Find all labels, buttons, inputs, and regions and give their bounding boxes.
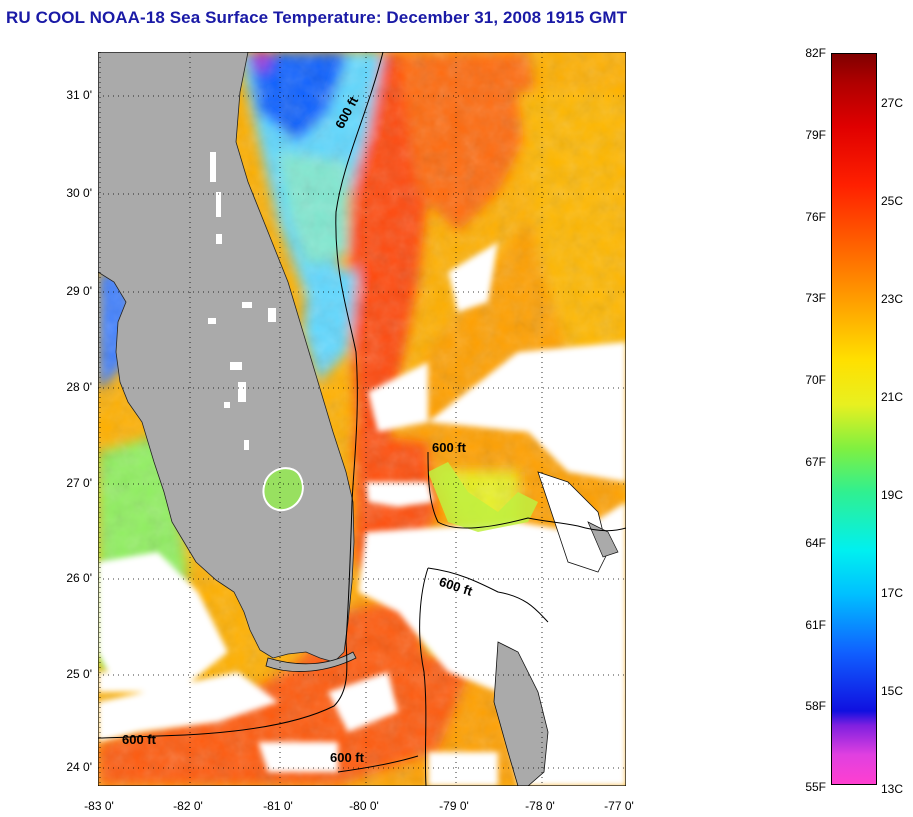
contour-label: 600 ft xyxy=(330,750,364,765)
lat-label: 25 0' xyxy=(66,667,92,681)
lon-label: -80 0' xyxy=(349,799,379,813)
contour-label: 600 ft xyxy=(432,440,466,455)
abaco-island xyxy=(587,521,619,558)
colorbar-c-label: 19C xyxy=(881,488,904,502)
lat-label: 28 0' xyxy=(66,380,92,394)
colorbar-f-label: 82F xyxy=(805,46,826,60)
colorbar-f-label: 64F xyxy=(805,536,826,550)
colorbar-f-label: 67F xyxy=(805,455,826,469)
lon-label: -78 0' xyxy=(525,799,555,813)
lon-label: -82 0' xyxy=(173,799,203,813)
temperature-colorbar xyxy=(831,53,877,785)
lat-label: 29 0' xyxy=(66,284,92,298)
lat-label: 31 0' xyxy=(66,88,92,102)
contour-label: 600 ft xyxy=(122,732,156,747)
colorbar-c-label: 27C xyxy=(881,96,904,110)
colorbar-f-label: 76F xyxy=(805,210,826,224)
colorbar-c-label: 23C xyxy=(881,292,904,306)
lon-label: -81 0' xyxy=(263,799,293,813)
colorbar-c-label: 25C xyxy=(881,194,904,208)
colorbar-c-label: 17C xyxy=(881,586,904,600)
inland-lakes xyxy=(208,152,276,450)
colorbar-c-label: 15C xyxy=(881,684,904,698)
lat-label: 27 0' xyxy=(66,476,92,490)
colorbar-f-label: 55F xyxy=(805,780,826,794)
florida-land xyxy=(98,52,355,663)
graticule xyxy=(98,52,626,786)
cloud-cover xyxy=(98,242,626,786)
colorbar-f-label: 79F xyxy=(805,128,826,142)
lon-label: -83 0' xyxy=(84,799,114,813)
map-title: RU COOL NOAA-18 Sea Surface Temperature:… xyxy=(6,8,628,27)
lat-label: 24 0' xyxy=(66,760,92,774)
colorbar-c-label: 13C xyxy=(881,782,904,796)
sst-map: 600 ft 600 ft 600 ft 600 ft 600 ft xyxy=(98,52,626,786)
isobath-600ft xyxy=(98,52,626,786)
colorbar-c-label: 21C xyxy=(881,390,904,404)
lat-label: 30 0' xyxy=(66,186,92,200)
little-bahama-bank xyxy=(428,462,538,532)
colorbar-f-label: 70F xyxy=(805,373,826,387)
grand-bahama-area xyxy=(537,471,609,573)
colorbar-f-label: 58F xyxy=(805,699,826,713)
colorbar-f-label: 61F xyxy=(805,618,826,632)
andros-island xyxy=(493,641,549,786)
lon-label: -79 0' xyxy=(439,799,469,813)
sst-map-canvas xyxy=(98,52,626,786)
colorbar-f-label: 73F xyxy=(805,291,826,305)
florida-keys xyxy=(265,651,357,672)
lake-okeechobee xyxy=(262,467,304,512)
lat-label: 26 0' xyxy=(66,571,92,585)
lon-label: -77 0' xyxy=(604,799,634,813)
